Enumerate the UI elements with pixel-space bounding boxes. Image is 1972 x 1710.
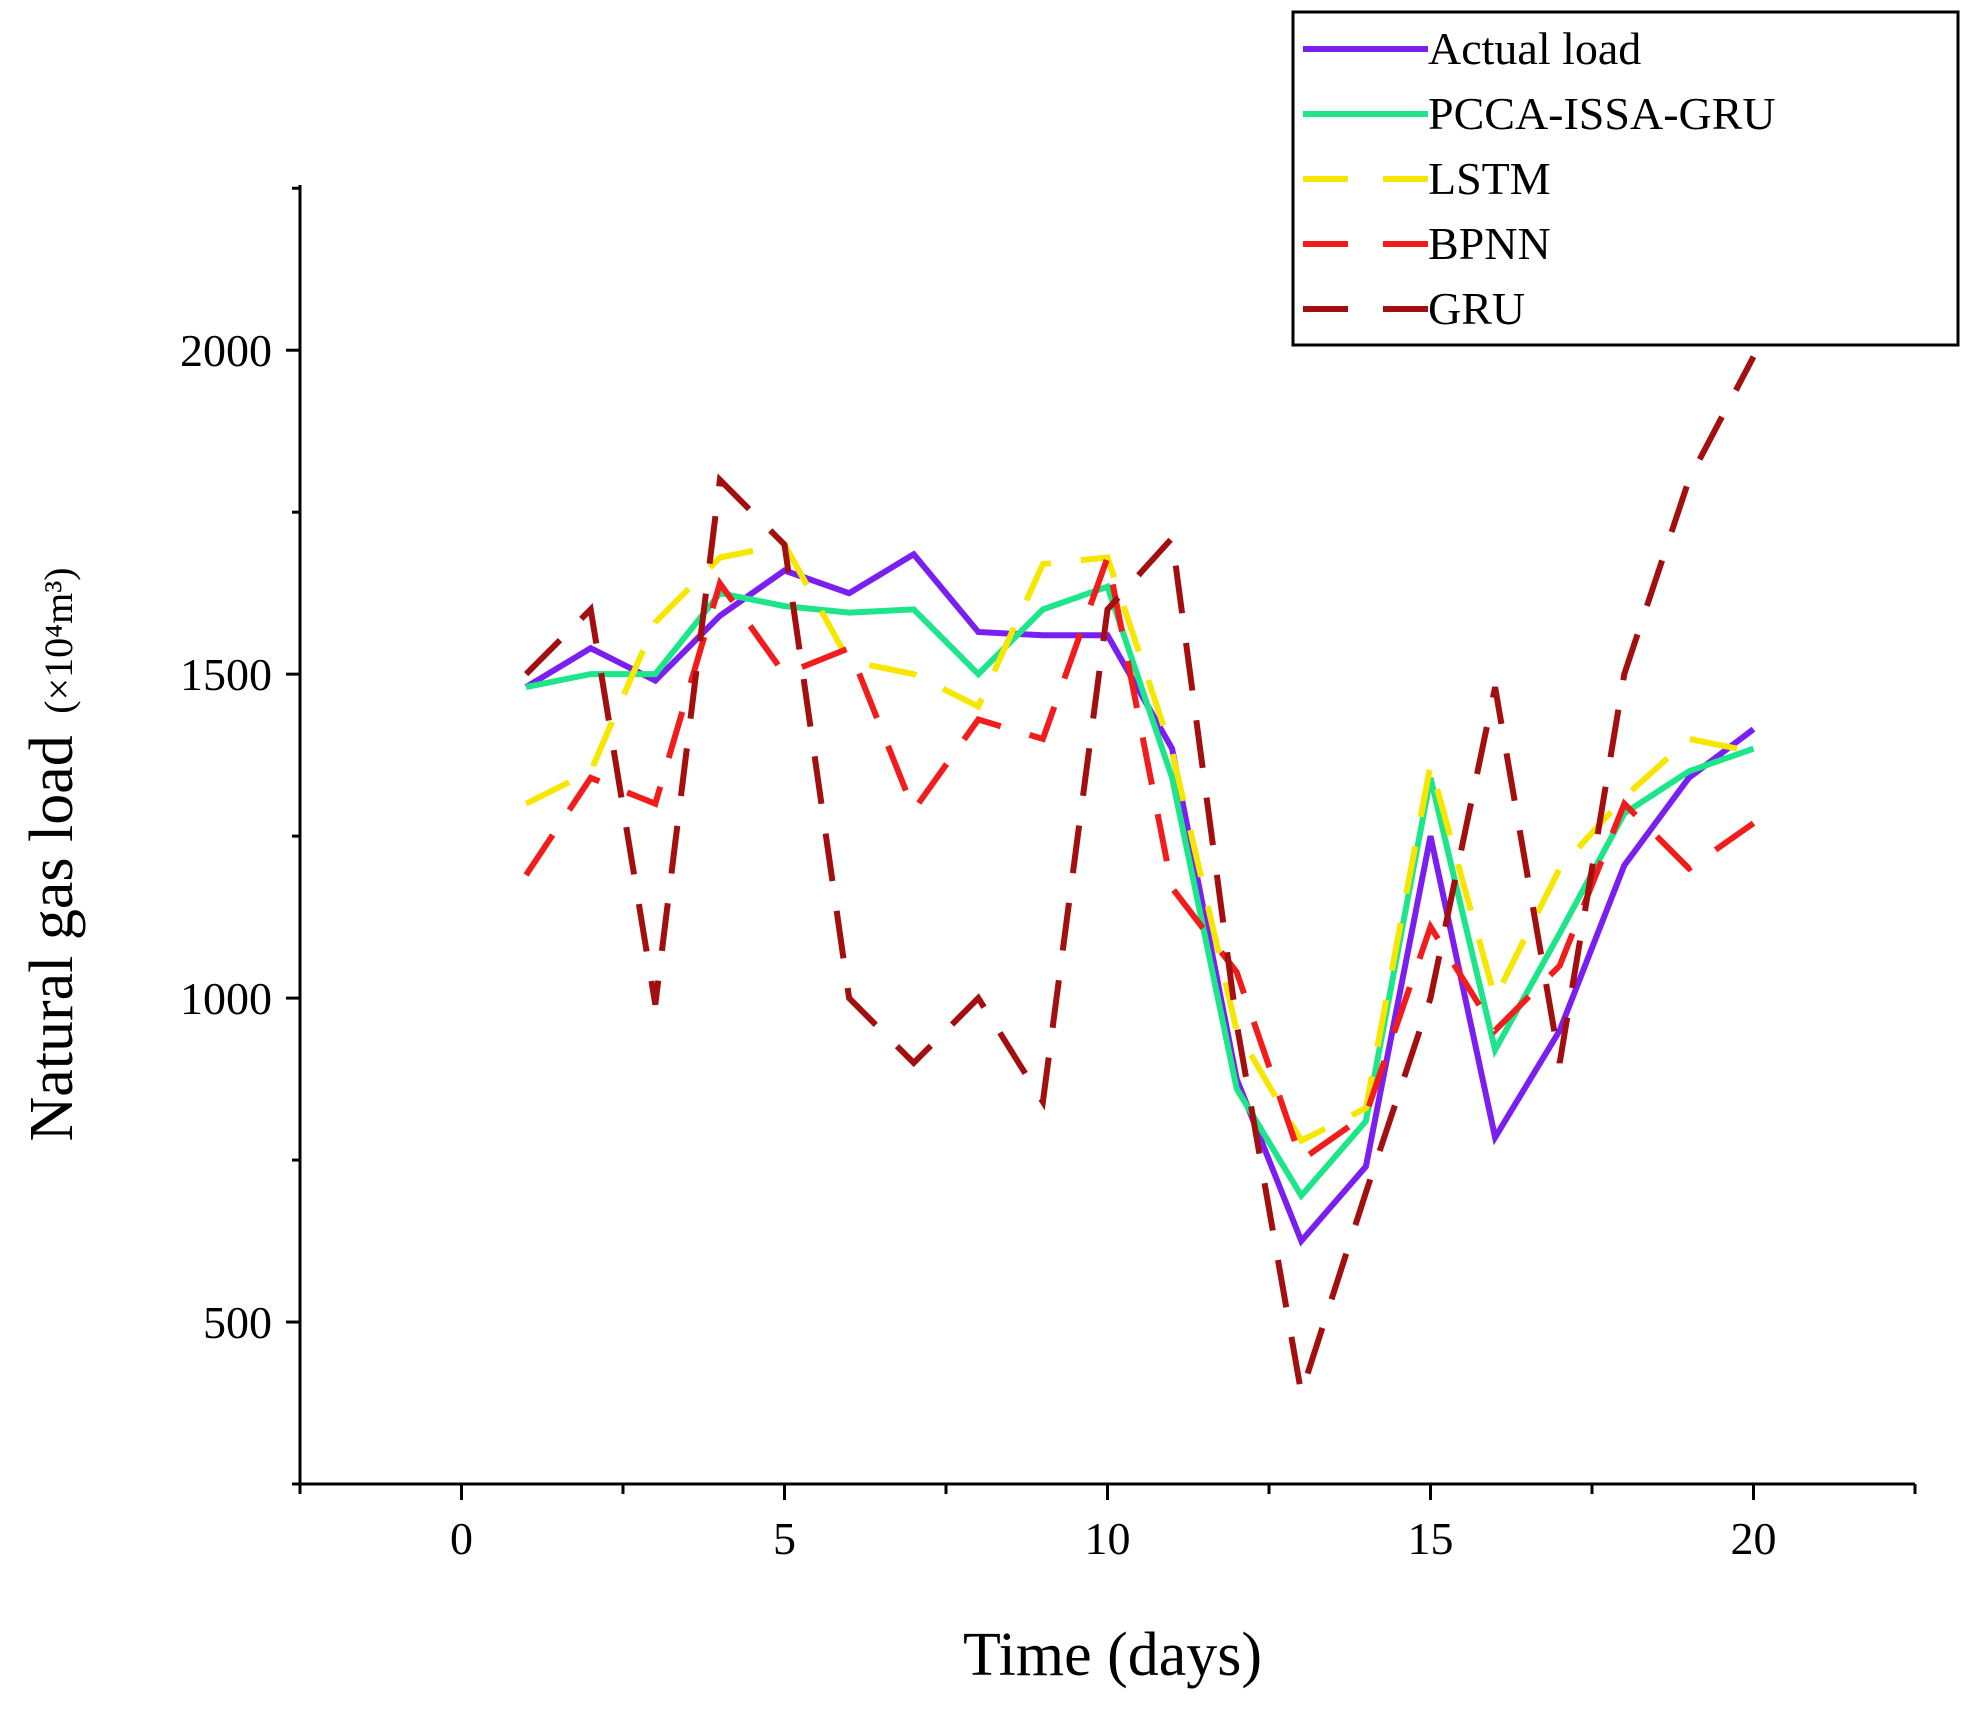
legend: Actual load PCCA-ISSA-GRU LSTM BPNN GRU xyxy=(1291,10,1960,347)
x-tick-label: 0 xyxy=(450,1513,473,1564)
y-axis-title: Natural gas load (×10⁴m³) xyxy=(18,567,86,1141)
y-tick-label: 1000 xyxy=(180,973,272,1024)
x-tick-label: 15 xyxy=(1408,1513,1454,1564)
y-tick-label: 2000 xyxy=(180,325,272,376)
series-line-lstm xyxy=(524,541,1755,1145)
x-tick-label: 5 xyxy=(773,1513,796,1564)
y-axis-title-unit: (×10⁴m³) xyxy=(36,567,81,713)
series-layer xyxy=(523,355,1757,1395)
x-tick-label: 10 xyxy=(1085,1513,1131,1564)
series-line-pcca-issa-gru xyxy=(525,582,1755,1201)
legend-label: Actual load xyxy=(1428,23,1641,74)
legend-label: BPNN xyxy=(1428,218,1551,269)
legend-label: PCCA-ISSA-GRU xyxy=(1428,88,1776,139)
series-line-actual-load xyxy=(524,550,1756,1247)
series-line-gru xyxy=(523,355,1757,1395)
axes: 500 1000 1500 2000 0 5 10 15 20 xyxy=(180,185,1917,1564)
series-line-bpnn xyxy=(523,546,1756,1165)
legend-label: LSTM xyxy=(1428,153,1551,204)
y-tick-label: 500 xyxy=(203,1297,272,1348)
y-tick-label: 1500 xyxy=(180,649,272,700)
x-tick-label: 20 xyxy=(1731,1513,1777,1564)
y-axis-title-main: Natural gas load xyxy=(18,735,86,1141)
x-axis-title: Time (days) xyxy=(963,1621,1262,1689)
legend-label: GRU xyxy=(1428,283,1525,334)
